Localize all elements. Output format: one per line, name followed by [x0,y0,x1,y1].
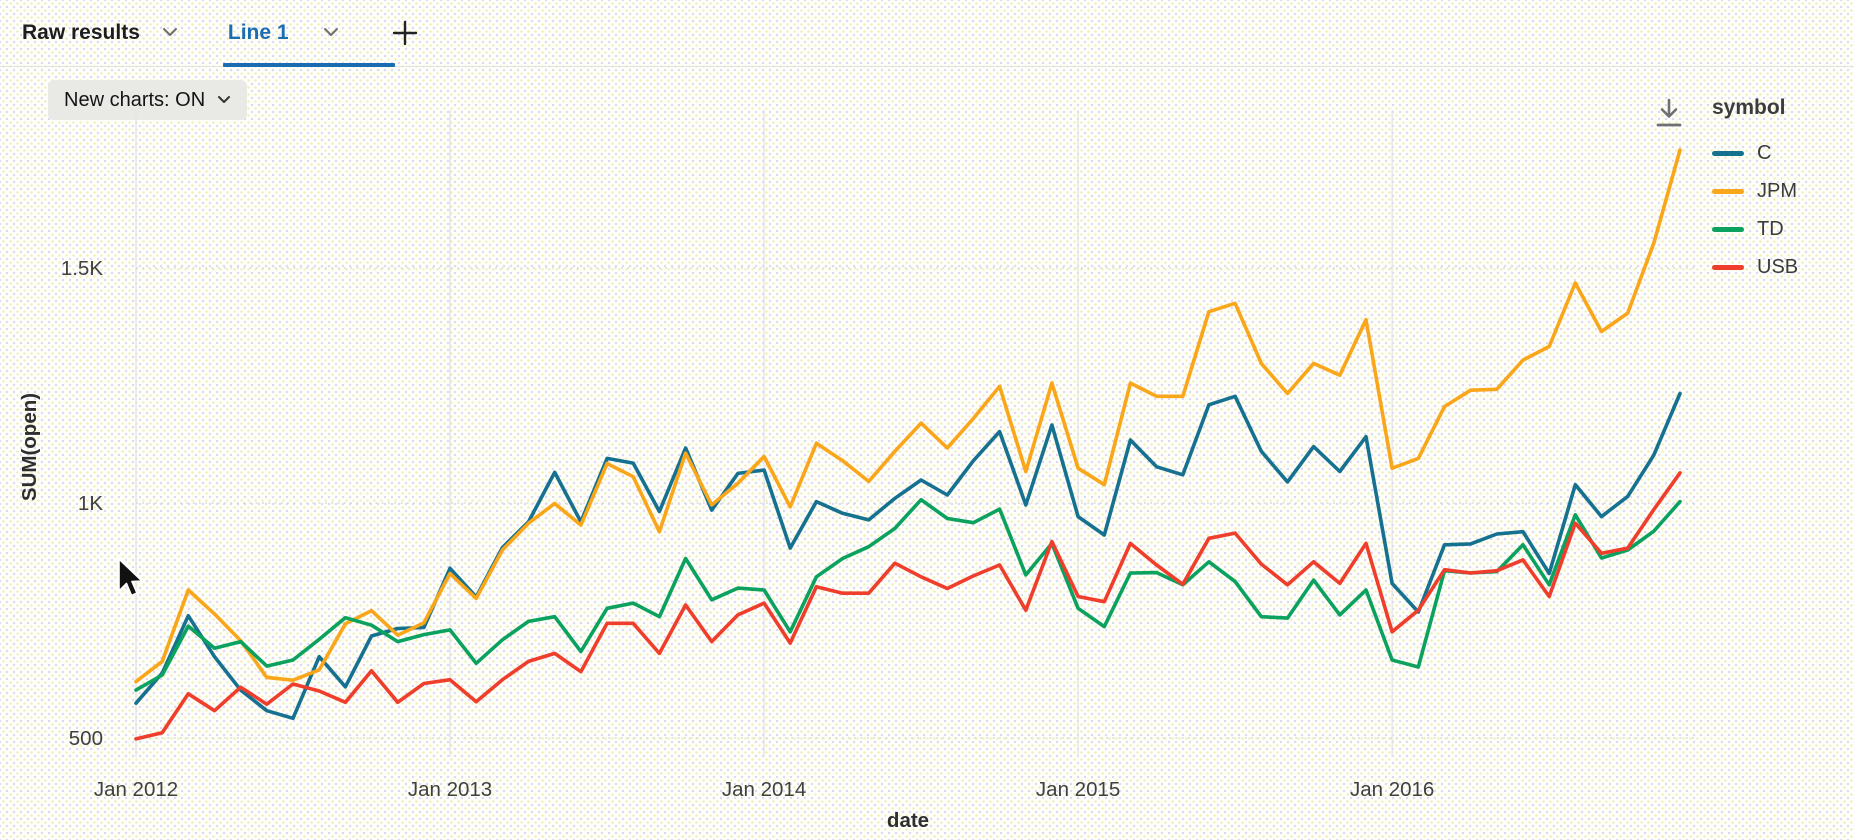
plus-icon[interactable] [391,19,419,47]
svg-text:Jan 2015: Jan 2015 [1036,778,1120,801]
series-swatch [1712,264,1744,270]
new-charts-toggle[interactable]: New charts: ON [48,80,248,120]
active-tab-underline [223,63,395,67]
download-icon[interactable] [1652,94,1686,132]
legend-item-usb[interactable]: USB [1712,248,1852,286]
chart-legend: symbol C JPM TD USB [1712,96,1852,286]
tab-bar: Raw results Line 1 [0,0,1854,67]
chevron-down-icon[interactable] [323,24,339,42]
series-swatch [1712,150,1744,156]
new-charts-label: New charts: ON [64,88,206,111]
series-swatch [1712,226,1744,232]
svg-text:Jan 2013: Jan 2013 [408,778,492,801]
svg-text:1.5K: 1.5K [61,257,103,280]
svg-text:Jan 2014: Jan 2014 [722,778,806,801]
legend-item-td[interactable]: TD [1712,210,1852,248]
legend-label: JPM [1757,179,1797,202]
svg-text:1K: 1K [78,492,103,515]
svg-text:500: 500 [69,727,103,750]
legend-item-jpm[interactable]: JPM [1712,172,1852,210]
series-swatch [1712,188,1744,194]
legend-title: symbol [1712,96,1786,119]
svg-text:date: date [887,809,929,832]
tab-line-1[interactable]: Line 1 [227,21,289,44]
chevron-down-icon [217,91,231,109]
svg-text:SUM(open): SUM(open) [18,393,41,501]
legend-label: C [1757,141,1772,164]
svg-text:Jan 2012: Jan 2012 [94,778,178,801]
legend-label: TD [1757,217,1784,240]
tab-raw-results[interactable]: Raw results [22,21,140,44]
chevron-down-icon[interactable] [162,24,178,42]
legend-item-c[interactable]: C [1712,134,1852,172]
legend-label: USB [1757,255,1799,278]
svg-text:Jan 2016: Jan 2016 [1350,778,1434,801]
